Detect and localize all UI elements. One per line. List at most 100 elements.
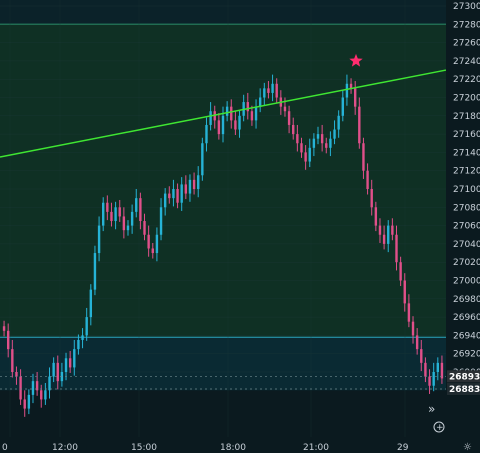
candle-body bbox=[230, 106, 233, 121]
price-zones bbox=[0, 0, 446, 391]
candle-body bbox=[395, 234, 398, 263]
candle-body bbox=[271, 83, 274, 93]
candle-body bbox=[130, 211, 134, 226]
candle-body bbox=[250, 111, 254, 121]
price-zone-green bbox=[0, 24, 446, 338]
candle-body bbox=[312, 138, 316, 148]
price-tick-label: 27120.0 bbox=[453, 167, 480, 177]
candle-body bbox=[143, 221, 146, 235]
price-tick-label: 27240.0 bbox=[453, 57, 480, 67]
candle-body bbox=[316, 134, 320, 139]
candle-body bbox=[209, 111, 212, 125]
candle-body bbox=[89, 289, 93, 318]
scroll-right-button[interactable]: » bbox=[428, 402, 435, 416]
current-price-tag-bg bbox=[447, 370, 480, 383]
candle-body bbox=[263, 88, 266, 98]
candle-body bbox=[31, 381, 35, 395]
price-axis[interactable]: 27300.0 27280.0 27260.0 27240.0 27220.0 27200… bbox=[453, 2, 480, 378]
price-tick-label: 26920.0 bbox=[453, 350, 480, 360]
candle-body bbox=[44, 390, 47, 400]
time-tick-label: 12:00 bbox=[52, 443, 78, 453]
candle-body bbox=[217, 120, 221, 135]
plus-icon[interactable]: + bbox=[436, 423, 444, 433]
price-tick-label: 27180.0 bbox=[453, 112, 480, 122]
time-axis[interactable]: 0 12:00 15:00 18:00 21:00 29 bbox=[2, 443, 409, 453]
scroll-right-icon[interactable]: » bbox=[428, 402, 435, 416]
settings-button[interactable]: ☼ bbox=[463, 442, 472, 453]
candle-body bbox=[403, 280, 406, 304]
star-marker-icon[interactable] bbox=[349, 53, 363, 67]
candle-body bbox=[97, 225, 101, 254]
time-tick-label: 29 bbox=[397, 443, 409, 453]
candle-body bbox=[254, 106, 258, 121]
candle-body bbox=[267, 88, 270, 93]
price-tick-label: 27100.0 bbox=[453, 185, 480, 195]
candle-body bbox=[102, 202, 105, 226]
candle-body bbox=[114, 207, 117, 222]
candle-body bbox=[225, 106, 229, 116]
candle-body bbox=[23, 399, 26, 409]
candle-body bbox=[258, 97, 262, 107]
last-price-tag: 26883.6 bbox=[449, 385, 480, 395]
candle-body bbox=[85, 317, 88, 336]
candle-body bbox=[106, 202, 109, 212]
gear-icon[interactable]: ☼ bbox=[463, 442, 472, 453]
candle-body bbox=[440, 362, 444, 379]
candle-body bbox=[424, 362, 427, 377]
candle-body bbox=[407, 303, 411, 322]
price-tick-label: 26980.0 bbox=[453, 295, 480, 305]
candle-body bbox=[73, 349, 76, 368]
candle-body bbox=[176, 189, 179, 203]
candle-body bbox=[333, 129, 336, 139]
candle-body bbox=[122, 216, 126, 231]
candle-body bbox=[308, 147, 311, 162]
grid-lines bbox=[0, 0, 446, 437]
candle-body bbox=[56, 362, 59, 382]
candle-body bbox=[374, 207, 378, 226]
candle-body bbox=[192, 179, 196, 189]
price-tick-label: 27060.0 bbox=[453, 222, 480, 232]
candle-body bbox=[238, 115, 241, 130]
candle-body bbox=[399, 262, 402, 281]
candle-body bbox=[362, 143, 365, 171]
trend-line[interactable] bbox=[0, 69, 447, 158]
candle-body bbox=[139, 198, 142, 222]
candle-body bbox=[329, 138, 332, 148]
candle-body bbox=[6, 330, 10, 350]
candle-body bbox=[415, 335, 419, 350]
candle-body bbox=[428, 376, 431, 386]
candle-body bbox=[159, 207, 163, 235]
candle-body bbox=[366, 170, 369, 189]
candle-body bbox=[378, 225, 382, 235]
candle-body bbox=[118, 207, 121, 217]
add-alert-button[interactable]: + bbox=[433, 421, 445, 433]
candle-body bbox=[283, 106, 287, 112]
zone-top bbox=[0, 0, 446, 25]
time-tick-label: 15:00 bbox=[131, 443, 157, 453]
candle-body bbox=[337, 115, 340, 130]
candle-body bbox=[147, 234, 150, 249]
candle-body bbox=[234, 120, 237, 130]
candle-body bbox=[358, 106, 361, 144]
candles bbox=[2, 74, 444, 417]
price-tick-label: 27200.0 bbox=[453, 94, 480, 104]
price-tick-label: 27020.0 bbox=[453, 258, 480, 268]
price-tick-label: 27160.0 bbox=[453, 130, 480, 140]
candle-body bbox=[77, 339, 80, 350]
candle-body bbox=[292, 124, 295, 135]
price-tick-label: 27260.0 bbox=[453, 39, 480, 49]
add-alert-circle[interactable] bbox=[433, 421, 445, 433]
candle-body bbox=[345, 83, 349, 98]
current-price-tag: 26893.1 bbox=[449, 372, 480, 382]
candle-body bbox=[432, 372, 435, 386]
candle-body bbox=[296, 134, 299, 144]
candle-body bbox=[353, 88, 357, 107]
candle-body bbox=[320, 134, 324, 144]
price-tick-label: 27040.0 bbox=[453, 240, 480, 250]
candle-body bbox=[151, 248, 154, 254]
candle-body bbox=[168, 193, 171, 199]
price-tick-label: 27140.0 bbox=[453, 148, 480, 158]
candle-body bbox=[11, 349, 14, 372]
last-price-tag-bg bbox=[447, 383, 480, 396]
